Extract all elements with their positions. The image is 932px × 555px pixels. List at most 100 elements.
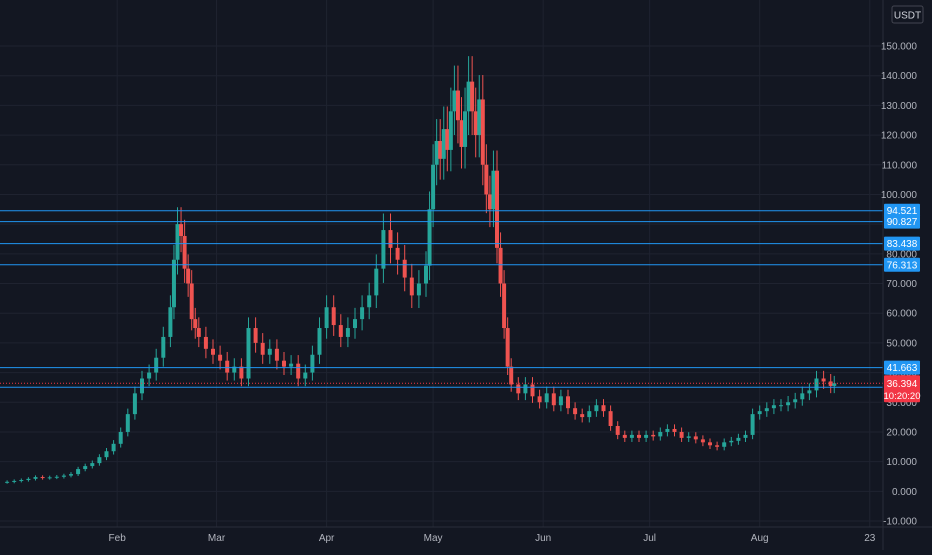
horizontal-levels[interactable] [0, 210, 883, 388]
candle-body [125, 414, 130, 432]
candle-body [47, 477, 52, 479]
candle-body [757, 411, 762, 415]
price-tick-label: 60.000 [886, 309, 917, 320]
level-price-tag [884, 203, 920, 218]
candle-body [530, 384, 535, 397]
candle-body [111, 443, 116, 452]
candle-body [61, 475, 66, 477]
candle-body [779, 405, 783, 407]
time-axis[interactable]: Feb Mar Apr May Jun Jul Aug 23 [109, 533, 876, 544]
candle-body [317, 328, 322, 355]
time-tick-label: Jul [643, 533, 656, 544]
level-price-tag [884, 214, 920, 229]
candle-body [693, 436, 698, 440]
candle-body [573, 408, 578, 415]
candle-body [211, 348, 215, 355]
level-price-label: 94.521 [887, 206, 918, 217]
candle-body [580, 414, 585, 418]
candle-body [253, 328, 258, 343]
candle-body [274, 348, 279, 361]
candle-body [175, 224, 180, 260]
candle-body [289, 363, 294, 367]
candle-body [722, 442, 727, 447]
candle-body [434, 141, 439, 165]
candle-body [409, 277, 414, 296]
candle-body [296, 363, 301, 379]
price-tick-label: 70.000 [886, 279, 917, 290]
price-tick-label: 110.000 [882, 160, 918, 171]
candle-body [459, 120, 464, 147]
candle-body [182, 236, 187, 269]
candle-body [764, 408, 769, 412]
candle-body [324, 307, 329, 329]
candle-body [658, 431, 663, 437]
level-price-label: 41.663 [887, 363, 918, 374]
candle-body [800, 393, 805, 400]
candle-body [743, 434, 748, 438]
candle-body [807, 390, 812, 394]
current-price-label: 36.394 [887, 379, 918, 390]
candle-body [367, 295, 372, 308]
candle-body [427, 209, 432, 266]
candle-body [179, 224, 184, 236]
candle-body [495, 170, 499, 248]
price-tick-label: 20.000 [886, 427, 917, 438]
price-tick-label: 30.000 [886, 398, 917, 409]
candle-body [416, 283, 421, 296]
candle-body [502, 283, 507, 329]
level-price-tag [884, 360, 920, 375]
candle-body [246, 328, 251, 379]
price-labels: 94.52190.82783.43876.31341.66335.06836.3… [884, 203, 920, 403]
candle-body [76, 469, 81, 475]
candle-body [566, 396, 570, 409]
candle-body [537, 396, 542, 403]
time-tick-label: Jun [535, 533, 551, 544]
candle-body [154, 357, 159, 373]
candle-body [218, 354, 223, 361]
candle-body [267, 348, 272, 355]
candle-body [608, 411, 613, 426]
candle-body [708, 442, 712, 446]
candle-body [679, 431, 684, 438]
candle-body [402, 259, 407, 278]
candle-body [431, 164, 436, 210]
candle-body [54, 476, 59, 478]
candle-body [438, 141, 443, 159]
candle-body [5, 481, 10, 483]
candle-body [821, 378, 826, 382]
candle-body [40, 477, 45, 479]
candle-body [637, 434, 641, 438]
candle-body [487, 194, 492, 210]
level-price-label: 76.313 [887, 260, 918, 271]
currency-tag[interactable]: USDT [891, 5, 924, 24]
candle-body [282, 360, 286, 367]
currency-label: USDT [894, 11, 921, 22]
candle-body [644, 434, 649, 438]
candle-body [551, 393, 556, 406]
price-tick-label: 80.000 [886, 249, 917, 260]
candle-body [345, 328, 350, 337]
candle-body [484, 164, 489, 195]
candle-body [353, 319, 357, 329]
candle-body [505, 328, 510, 367]
candle-body [132, 393, 137, 415]
candle-body [523, 384, 528, 394]
candle-body [203, 336, 208, 349]
candle-body [466, 81, 471, 112]
candle-body [395, 247, 400, 260]
time-tick-label: Aug [751, 533, 769, 544]
candle-body [452, 90, 457, 112]
candle-body [651, 434, 656, 437]
candle-body [232, 366, 237, 373]
candle-body [601, 405, 606, 412]
candle-body [196, 328, 201, 337]
vertical-grid [116, 0, 871, 527]
candle-body [12, 480, 17, 482]
candle-body [558, 396, 563, 406]
candle-body [118, 431, 123, 444]
candle-body [69, 474, 73, 476]
candle-body [441, 129, 446, 159]
